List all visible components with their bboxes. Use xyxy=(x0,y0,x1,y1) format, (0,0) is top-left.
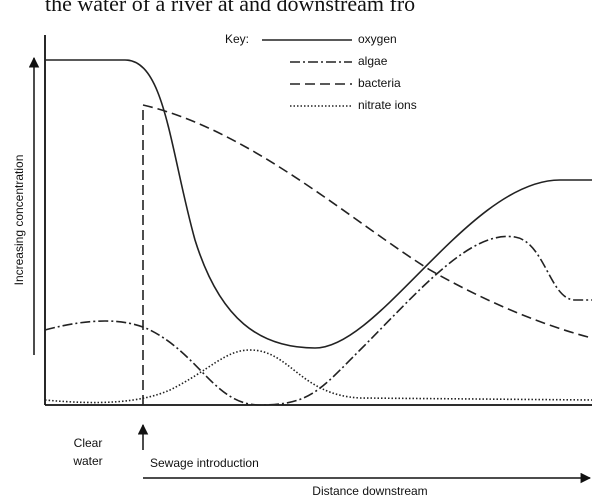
bacteria-curve xyxy=(142,103,592,405)
key-label: Key: xyxy=(225,32,249,46)
key-item: bacteria xyxy=(358,76,401,90)
y-label: Increasing concentration xyxy=(12,155,26,286)
key-item: oxygen xyxy=(358,32,397,46)
x-label: Distance downstream xyxy=(312,484,427,498)
sewage-label: Sewage introduction xyxy=(150,456,259,470)
algae-curve xyxy=(44,235,592,406)
clear-water: Clear xyxy=(74,436,103,450)
key-item: nitrate ions xyxy=(358,98,417,112)
nitrate-curve xyxy=(44,349,592,404)
oxygen-curve xyxy=(45,59,592,349)
title: the water of a river at and downstream f… xyxy=(45,0,415,16)
key-item: algae xyxy=(358,54,388,68)
clear-water: water xyxy=(72,454,102,468)
